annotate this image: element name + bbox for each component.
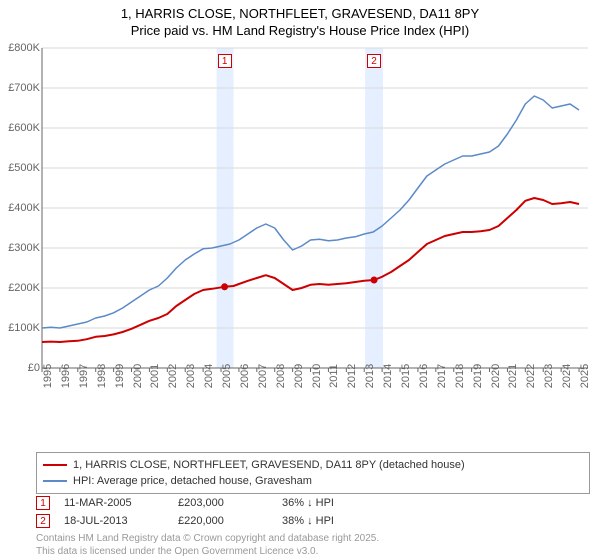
legend-row: 1, HARRIS CLOSE, NORTHFLEET, GRAVESEND, …: [43, 457, 583, 473]
x-tick-label: 2011: [328, 364, 340, 388]
x-tick-label: 2017: [436, 364, 448, 388]
sale-marker-1: 1: [218, 54, 232, 68]
y-tick-label: £500K: [6, 162, 40, 174]
x-tick-label: 2014: [382, 364, 394, 388]
x-tick-label: 2018: [454, 364, 466, 388]
y-tick-label: £300K: [6, 242, 40, 254]
sale-index-box: 2: [36, 514, 50, 528]
sale-date: 11-MAR-2005: [64, 497, 164, 509]
sale-marker-2: 2: [367, 54, 381, 68]
title-line-2: Price paid vs. HM Land Registry's House …: [0, 23, 600, 40]
x-tick-label: 2000: [132, 364, 144, 388]
y-tick-label: £100K: [6, 322, 40, 334]
x-tick-label: 2002: [167, 364, 179, 388]
legend-label: HPI: Average price, detached house, Grav…: [73, 475, 312, 487]
chart-title-block: 1, HARRIS CLOSE, NORTHFLEET, GRAVESEND, …: [0, 0, 600, 40]
x-tick-label: 2004: [203, 364, 215, 388]
y-tick-label: £800K: [6, 42, 40, 54]
x-tick-label: 1996: [60, 364, 72, 388]
sales-table: 1 11-MAR-2005 £203,000 36% ↓ HPI 2 18-JUL-201…: [36, 494, 590, 530]
sale-date: 18-JUL-2013: [64, 515, 164, 527]
sale-index-box: 1: [36, 496, 50, 510]
legend-swatch: [43, 464, 67, 466]
x-tick-label: 2012: [346, 364, 358, 388]
footer-attribution: Contains HM Land Registry data © Crown c…: [36, 533, 379, 558]
legend-row: HPI: Average price, detached house, Grav…: [43, 473, 583, 489]
x-tick-label: 1999: [114, 364, 126, 388]
sale-row: 1 11-MAR-2005 £203,000 36% ↓ HPI: [36, 494, 590, 512]
sale-pct-vs-hpi: 38% ↓ HPI: [282, 515, 372, 527]
x-tick-label: 2016: [418, 364, 430, 388]
x-tick-label: 2009: [293, 364, 305, 388]
legend-swatch: [43, 480, 67, 482]
y-tick-label: £600K: [6, 122, 40, 134]
x-tick-label: 2019: [472, 364, 484, 388]
x-tick-label: 2023: [543, 364, 555, 388]
sale-row: 2 18-JUL-2013 £220,000 38% ↓ HPI: [36, 512, 590, 530]
x-tick-label: 2007: [257, 364, 269, 388]
footer-line-1: Contains HM Land Registry data © Crown c…: [36, 533, 379, 546]
chart-svg: [6, 44, 594, 414]
title-line-1: 1, HARRIS CLOSE, NORTHFLEET, GRAVESEND, …: [0, 6, 600, 23]
footer-line-2: This data is licensed under the Open Gov…: [36, 546, 379, 559]
y-tick-label: £0: [6, 362, 40, 374]
y-tick-label: £700K: [6, 82, 40, 94]
x-tick-label: 2021: [507, 364, 519, 388]
sale-price: £220,000: [178, 515, 268, 527]
x-tick-label: 2010: [311, 364, 323, 388]
y-tick-label: £400K: [6, 202, 40, 214]
x-tick-label: 2005: [221, 364, 233, 388]
legend-label: 1, HARRIS CLOSE, NORTHFLEET, GRAVESEND, …: [73, 459, 465, 471]
x-tick-label: 1995: [42, 364, 54, 388]
x-tick-label: 2015: [400, 364, 412, 388]
x-tick-label: 2008: [275, 364, 287, 388]
y-tick-label: £200K: [6, 282, 40, 294]
legend-box: 1, HARRIS CLOSE, NORTHFLEET, GRAVESEND, …: [36, 452, 590, 494]
x-tick-label: 2025: [579, 364, 591, 388]
x-tick-label: 2024: [561, 364, 573, 388]
x-tick-label: 1998: [96, 364, 108, 388]
sale-price: £203,000: [178, 497, 268, 509]
x-tick-label: 2006: [239, 364, 251, 388]
x-tick-label: 2022: [525, 364, 537, 388]
x-tick-label: 2013: [364, 364, 376, 388]
x-tick-label: 2001: [149, 364, 161, 388]
x-tick-label: 2003: [185, 364, 197, 388]
x-tick-label: 1997: [78, 364, 90, 388]
x-tick-label: 2020: [490, 364, 502, 388]
sale-pct-vs-hpi: 36% ↓ HPI: [282, 497, 372, 509]
chart-area: £0 £100K £200K £300K £400K £500K £600K £700K £80…: [6, 44, 594, 414]
